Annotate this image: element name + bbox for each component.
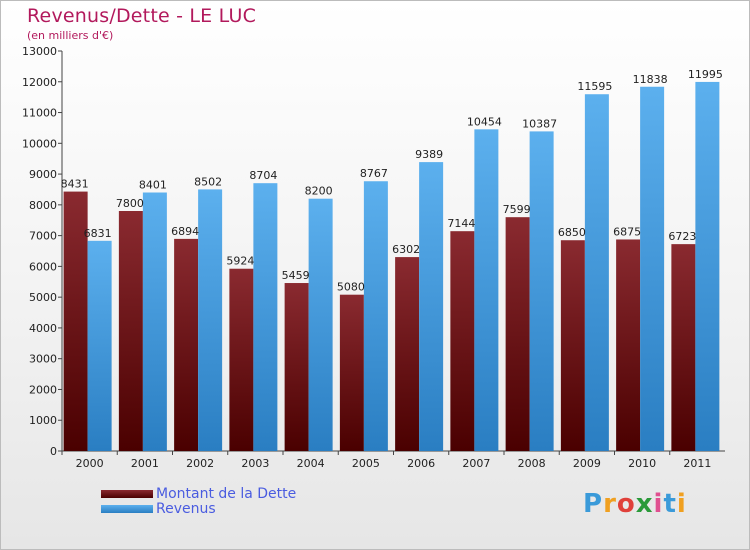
bar-debt [395,257,420,451]
data-label-debt: 7800 [116,197,144,210]
x-tick-label: 2010 [628,457,656,470]
x-tick-label: 2011 [683,457,711,470]
x-tick-label: 2007 [462,457,490,470]
data-label-revenus: 8401 [139,179,167,192]
y-tick-label: 11000 [22,107,57,120]
bar-revenus [142,192,167,451]
bar-revenus [419,162,444,451]
data-label-debt: 5459 [282,269,310,282]
bar-debt [560,240,585,451]
x-tick-label: 2002 [186,457,214,470]
data-label-debt: 6875 [613,225,641,238]
data-label-revenus: 10454 [467,115,502,128]
data-label-revenus: 11595 [577,80,612,93]
bar-debt [174,238,199,451]
bar-debt [671,244,696,451]
data-label-debt: 8431 [61,178,89,191]
bar-debt [339,294,364,451]
bar-debt [505,217,530,451]
bar-revenus [695,81,720,451]
x-tick-label: 2006 [407,457,435,470]
bar-revenus [198,189,223,451]
y-tick-label: 13000 [22,45,57,58]
chart-subtitle: (en milliers d'€) [27,29,114,42]
bar-debt [229,268,254,451]
bar-revenus [640,86,665,451]
data-label-debt: 7144 [447,217,475,230]
logo-letter: t [663,489,677,519]
data-label-revenus: 8704 [249,169,277,182]
data-label-revenus: 8502 [194,175,222,188]
chart-title: Revenus/Dette - LE LUC [27,5,257,27]
data-label-debt: 6302 [392,243,420,256]
x-tick-label: 2000 [76,457,104,470]
legend-label-revenus: Revenus [156,501,216,517]
bar-revenus [363,181,388,451]
bar-debt [118,211,143,451]
bar-debt [616,239,641,451]
bar-revenus [308,198,333,451]
bar-revenus [474,129,499,452]
data-label-revenus: 11995 [688,68,723,81]
y-tick-label: 8000 [29,199,57,212]
bar-revenus [253,183,278,451]
logo-letter: x [635,489,654,519]
y-tick-label: 6000 [29,260,57,273]
data-label-debt: 5924 [226,255,254,268]
bar-debt [284,283,309,451]
x-tick-label: 2005 [352,457,380,470]
data-label-revenus: 10387 [522,117,557,130]
x-tick-label: 2008 [518,457,546,470]
data-label-debt: 6723 [668,230,696,243]
bar-debt [450,231,475,451]
y-tick-label: 5000 [29,291,57,304]
x-tick-label: 2004 [297,457,325,470]
bar-revenus [584,94,609,451]
logo-letter: i [676,489,687,519]
logo-letter: i [653,489,664,519]
data-label-revenus: 8767 [360,167,388,180]
x-tick-label: 2003 [241,457,269,470]
y-tick-label: 1000 [29,414,57,427]
y-tick-label: 2000 [29,383,57,396]
data-label-debt: 6850 [558,226,586,239]
bar-revenus [87,240,112,451]
proxiti-logo: Proxiti [583,489,687,519]
bar-revenus [529,131,554,451]
legend-label-debt: Montant de la Dette [156,486,297,502]
data-label-revenus: 6831 [84,227,112,240]
legend-swatch-revenus [101,505,153,513]
data-label-debt: 7599 [503,203,531,216]
logo-letter: r [603,489,617,519]
y-tick-label: 4000 [29,322,57,335]
data-label-revenus: 8200 [305,185,333,198]
y-tick-label: 7000 [29,230,57,243]
y-tick-label: 10000 [22,137,57,150]
logo-letter: P [583,489,604,519]
y-tick-label: 3000 [29,353,57,366]
y-tick-label: 9000 [29,168,57,181]
y-tick-label: 12000 [22,76,57,89]
data-label-revenus: 9389 [415,148,443,161]
data-label-revenus: 11838 [633,73,668,86]
bar-debt [63,191,88,452]
x-tick-label: 2009 [573,457,601,470]
legend-swatch-debt [101,490,153,498]
data-label-debt: 6894 [171,225,199,238]
data-label-debt: 5080 [337,281,365,294]
y-tick-label: 0 [50,445,57,458]
logo-letter: o [616,489,636,519]
x-tick-label: 2001 [131,457,159,470]
